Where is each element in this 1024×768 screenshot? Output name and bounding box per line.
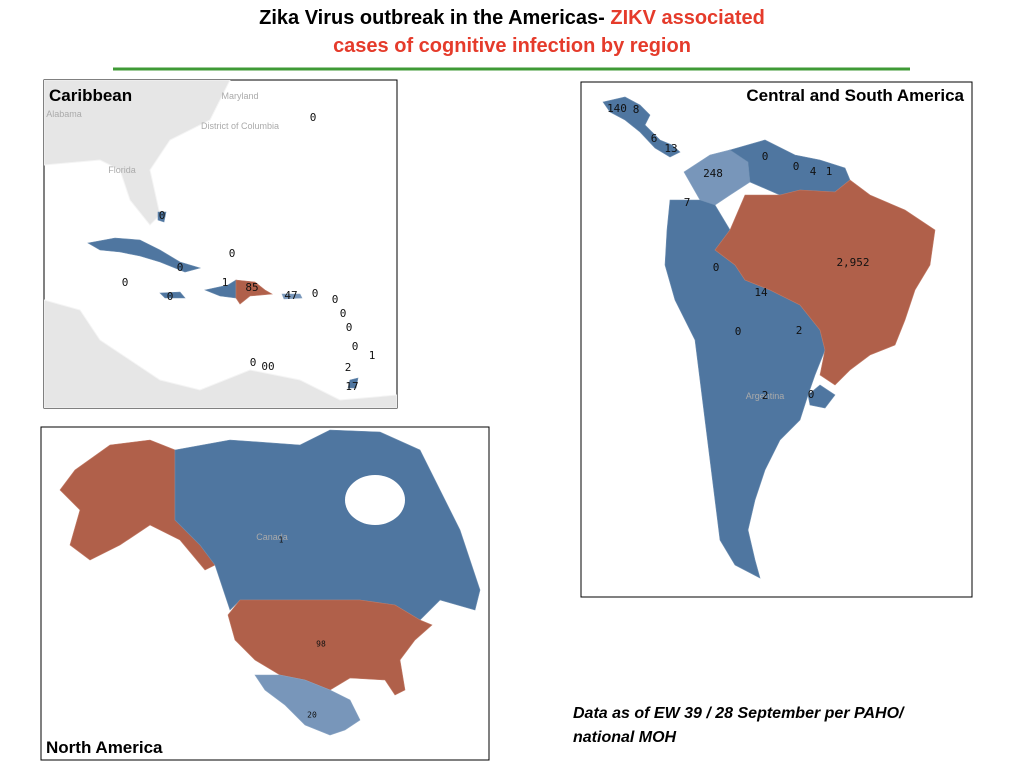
case-label: 140 — [607, 102, 627, 115]
case-label: 1 — [369, 349, 376, 362]
case-label: 0 — [312, 287, 319, 300]
basemap-label: District of Columbia — [201, 121, 279, 131]
case-label: 0 — [177, 261, 184, 274]
case-label: 2 — [762, 389, 769, 402]
panel-title: Central and South America — [746, 86, 964, 105]
case-label: 1 — [222, 276, 229, 289]
case-label: 2,952 — [836, 256, 869, 269]
basemap-label: Argentina — [746, 391, 785, 401]
case-label: 4 — [810, 165, 817, 178]
case-label: 1 — [826, 165, 833, 178]
case-label: 0 — [346, 321, 353, 334]
case-label: 0 — [352, 340, 359, 353]
case-label: 2 — [796, 324, 803, 337]
case-label: 0 — [167, 290, 174, 303]
case-label: 1 — [279, 536, 284, 545]
case-label: 13 — [664, 142, 677, 155]
title-part: ZIKV associated — [610, 7, 765, 29]
case-label: 6 — [651, 132, 658, 145]
case-label: 0 — [310, 111, 317, 124]
case-label: 0 — [808, 388, 815, 401]
case-label: 7 — [684, 196, 691, 209]
case-label: 20 — [307, 711, 317, 720]
case-label: 0 — [229, 247, 236, 260]
footnote: Data as of EW 39 / 28 September per PAHO… — [573, 705, 905, 722]
panel-title: North America — [46, 738, 163, 757]
case-label: 0 — [332, 293, 339, 306]
case-label: 17 — [345, 380, 358, 393]
case-label: 0 — [340, 307, 347, 320]
north-america-panel: Canada North America 1 98 20 — [40, 426, 490, 761]
case-label: 8 — [633, 103, 640, 116]
case-label: 0 — [735, 325, 742, 338]
basemap-label: Maryland — [221, 91, 258, 101]
case-label: 98 — [316, 640, 326, 649]
map — [44, 80, 397, 408]
footnote: national MOH — [573, 729, 677, 746]
title-part: Zika Virus outbreak in the Americas- — [259, 7, 610, 29]
case-label: 14 — [754, 286, 768, 299]
case-label: 2 — [345, 361, 352, 374]
map — [59, 429, 481, 736]
case-label: 0 — [762, 150, 769, 163]
title-line-1: Zika Virus outbreak in the Americas- ZIK… — [259, 7, 765, 29]
basemap-label: Alabama — [46, 109, 82, 119]
case-label: 00 — [261, 360, 274, 373]
caribbean-panel: Maryland District of Columbia Florida Al… — [43, 79, 398, 409]
basemap-label: Florida — [108, 165, 136, 175]
south-america-panel: Argentina Central and South America 140 … — [580, 81, 973, 598]
case-label: 47 — [284, 289, 297, 302]
basemap-label: Canada — [256, 532, 288, 542]
case-label: 0 — [122, 276, 129, 289]
case-label: 85 — [245, 281, 258, 294]
title-line-2: cases of cognitive infection by region — [333, 35, 691, 57]
case-label: 0 — [159, 209, 166, 222]
case-label: 248 — [703, 167, 723, 180]
case-label: 0 — [713, 261, 720, 274]
case-label: 0 — [250, 356, 257, 369]
case-label: 0 — [793, 160, 800, 173]
panel-title: Caribbean — [49, 86, 132, 105]
